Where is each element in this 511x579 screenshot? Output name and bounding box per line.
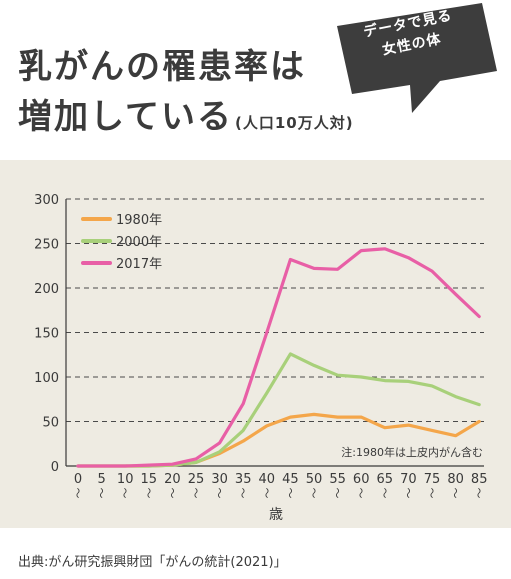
x-tick-label-15: 15 [141, 472, 158, 487]
y-tick-label-100: 100 [34, 371, 59, 386]
series-line-2 [76, 247, 481, 468]
x-tick-label-25: 25 [188, 472, 205, 487]
x-tick-range-mark-5: 〜 [95, 488, 108, 499]
x-tick-range-mark-55: 〜 [331, 488, 344, 499]
x-tick-label-85: 85 [471, 472, 488, 487]
x-tick-label-45: 45 [282, 472, 299, 487]
x-tick-range-mark-45: 〜 [283, 488, 296, 499]
y-tick-label-150: 150 [34, 327, 59, 342]
x-tick-range-mark-30: 〜 [213, 488, 226, 499]
x-tick-label-70: 70 [400, 472, 417, 487]
x-tick-range-mark-50: 〜 [307, 488, 320, 499]
x-tick-range-mark-85: 〜 [472, 488, 485, 499]
speech-bubble-shape [337, 3, 497, 113]
x-tick-range-mark-20: 〜 [165, 488, 178, 499]
x-tick-range-mark-70: 〜 [401, 488, 414, 499]
x-tick-label-5: 5 [97, 472, 105, 487]
x-tick-label-0: 0 [74, 472, 82, 487]
x-tick-label-20: 20 [164, 472, 181, 487]
x-tick-label-55: 55 [329, 472, 346, 487]
x-tick-label-30: 30 [211, 472, 228, 487]
legend-label-2: 2017年 [116, 257, 162, 272]
x-tick-range-mark-25: 〜 [189, 488, 202, 499]
legend-label-1: 2000年 [116, 235, 162, 250]
y-tick-label-50: 50 [42, 416, 59, 431]
y-tick-label-200: 200 [34, 282, 59, 297]
chart-legend: 1980年 2000年 2017年 [81, 213, 162, 272]
series-layer [76, 247, 481, 468]
source-credit: 出典:がん研究振興財団「がんの統計(2021)」 [18, 555, 287, 570]
headline-unit: (人口10万人対) [234, 114, 354, 132]
x-tick-range-mark-60: 〜 [354, 488, 367, 499]
x-tick-label-35: 35 [235, 472, 252, 487]
x-tick-label-10: 10 [117, 472, 134, 487]
x-tick-range-mark-10: 〜 [118, 488, 131, 499]
y-tick-label-300: 300 [34, 193, 59, 208]
x-tick-label-50: 50 [306, 472, 323, 487]
speech-bubble-badge [337, 3, 497, 113]
x-tick-label-40: 40 [259, 472, 276, 487]
chart-note: 注:1980年は上皮内がん含む [341, 445, 483, 459]
x-tick-label-65: 65 [377, 472, 394, 487]
headline-line1: 乳がんの罹患率は [18, 47, 306, 87]
x-axis-ticks: 0〜5〜10〜15〜20〜25〜30〜35〜40〜45〜50〜55〜60〜65〜… [71, 472, 487, 499]
y-axis-ticks: 0 50 100 150 200 250 300 [34, 193, 59, 475]
x-tick-range-mark-65: 〜 [378, 488, 391, 499]
legend-label-0: 1980年 [116, 213, 162, 228]
x-tick-label-75: 75 [424, 472, 441, 487]
headline-line2-text: 増加している [18, 97, 233, 137]
x-tick-range-mark-35: 〜 [236, 488, 249, 499]
x-tick-range-mark-80: 〜 [449, 488, 462, 499]
x-tick-range-mark-0: 〜 [71, 488, 84, 499]
y-tick-label-250: 250 [34, 238, 59, 253]
x-tick-range-mark-40: 〜 [260, 488, 273, 499]
x-tick-label-60: 60 [353, 472, 370, 487]
headline-line2: 増加している (人口10万人対) [18, 100, 354, 134]
x-tick-label-80: 80 [447, 472, 464, 487]
x-axis-label: 歳 [269, 507, 283, 523]
y-tick-label-0: 0 [51, 460, 59, 475]
x-tick-range-mark-15: 〜 [142, 488, 155, 499]
x-tick-range-mark-75: 〜 [425, 488, 438, 499]
